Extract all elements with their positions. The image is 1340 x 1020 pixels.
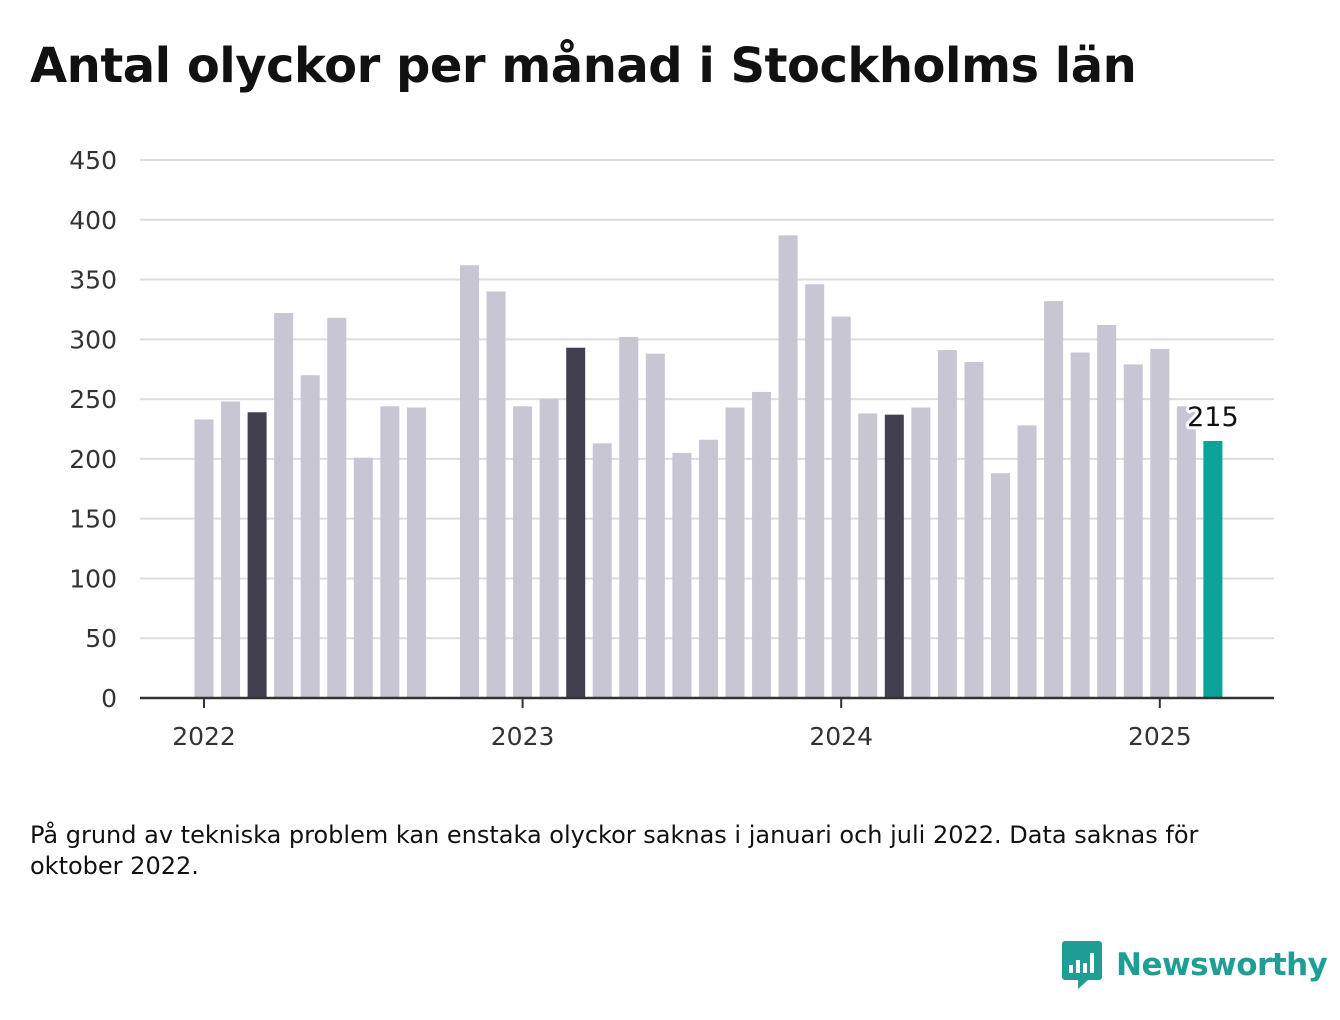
bar-2023-01 xyxy=(513,406,533,698)
y-tick-label: 450 xyxy=(69,146,117,175)
x-tick-label: 2025 xyxy=(1128,722,1192,751)
bar-2023-08 xyxy=(698,439,718,698)
bar-2025-01 xyxy=(1150,348,1170,698)
x-axis: 2022 2023 2024 2025 xyxy=(140,696,1274,751)
bar-2023-06 xyxy=(645,353,665,698)
y-tick-label: 200 xyxy=(69,445,117,474)
latest-value-label: 215 xyxy=(1187,402,1239,433)
brand-logo: Newsworthy xyxy=(1062,940,1328,990)
brand-name: Newsworthy xyxy=(1116,947,1328,983)
chart-bubble-icon xyxy=(1062,941,1102,989)
bar-2024-11 xyxy=(1097,324,1117,698)
y-tick-label: 150 xyxy=(69,505,117,534)
bar-2023-05 xyxy=(619,336,639,698)
bar-2022-09 xyxy=(406,407,426,698)
bar-2024-10 xyxy=(1070,352,1090,698)
chart-title: Antal olyckor per månad i Stockholms län xyxy=(30,38,1137,94)
bar-2024-03 xyxy=(884,414,904,698)
bar-2022-06 xyxy=(327,317,347,698)
footnote: På grund av tekniska problem kan enstaka… xyxy=(30,821,1199,880)
x-tick-label: 2022 xyxy=(172,722,236,751)
bar-2025-03 xyxy=(1203,440,1223,698)
bars xyxy=(194,235,1223,698)
y-axis-ticks: 0 50 100 150 200 250 300 350 400 450 xyxy=(69,146,117,713)
bar-2024-08 xyxy=(1017,425,1037,698)
bar-2022-05 xyxy=(300,375,320,698)
bar-2024-09 xyxy=(1044,301,1064,698)
y-tick-label: 100 xyxy=(69,564,117,593)
bar-2023-10 xyxy=(752,391,772,698)
bar-2024-05 xyxy=(937,350,957,698)
bar-2022-04 xyxy=(274,313,294,698)
bar-2025-02 xyxy=(1176,406,1196,698)
bar-2024-07 xyxy=(991,473,1010,698)
bar-2022-03 xyxy=(247,412,267,698)
bar-2024-01 xyxy=(831,316,851,698)
bar-2022-01 xyxy=(194,419,214,698)
bar-2024-02 xyxy=(858,413,878,698)
bar-2024-04 xyxy=(911,407,931,698)
y-tick-label: 0 xyxy=(101,684,117,713)
bar-2024-06 xyxy=(964,362,984,698)
bar-2023-09 xyxy=(725,407,745,698)
bar-2022-08 xyxy=(380,406,400,698)
bar-2023-12 xyxy=(805,284,825,698)
bar-2023-03 xyxy=(566,347,586,698)
bar-2023-02 xyxy=(539,399,559,698)
bar-chart: 0 50 100 150 200 250 300 350 400 450 2022 2023 2024… xyxy=(69,146,1274,751)
x-tick-label: 2024 xyxy=(809,722,873,751)
bar-2022-11 xyxy=(460,265,479,698)
y-tick-label: 350 xyxy=(69,266,117,295)
bar-2024-12 xyxy=(1123,364,1143,698)
y-tick-label: 300 xyxy=(69,325,117,354)
y-tick-label: 50 xyxy=(85,624,117,653)
bar-2022-12 xyxy=(486,291,506,698)
y-tick-label: 250 xyxy=(69,385,117,414)
bar-2022-07 xyxy=(353,457,373,698)
bar-2023-07 xyxy=(672,452,692,698)
y-tick-label: 400 xyxy=(69,206,117,235)
x-tick-label: 2023 xyxy=(491,722,555,751)
data-labels: 215 xyxy=(1184,399,1242,436)
bar-2023-04 xyxy=(592,443,612,698)
bar-2022-02 xyxy=(221,401,241,698)
bar-2023-11 xyxy=(778,235,798,698)
